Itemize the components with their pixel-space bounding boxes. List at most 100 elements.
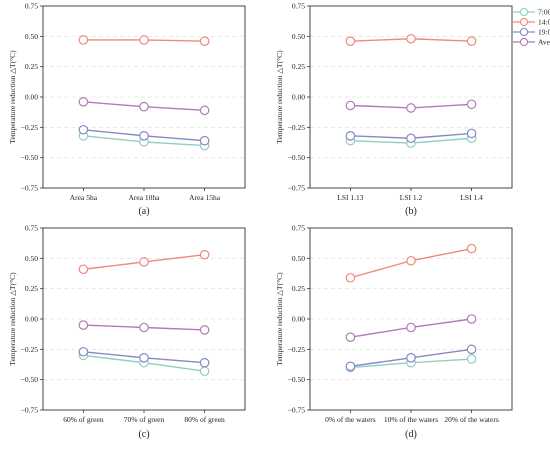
y-tick-label: 0.25 [292, 284, 305, 293]
x-tick-label: 10% of the waters [384, 415, 438, 424]
x-tick-label: LSI 1.2 [400, 193, 423, 202]
data-point [406, 322, 416, 333]
x-tick-label: 80% of green [184, 415, 225, 424]
data-point [78, 346, 89, 357]
data-point [199, 325, 210, 335]
data-point [466, 314, 477, 324]
x-tick-label: 0% of the waters [325, 415, 376, 424]
data-point [199, 249, 210, 260]
data-point [199, 357, 210, 368]
data-point [199, 366, 210, 376]
y-tick-label: 0.00 [292, 93, 305, 102]
data-point [345, 361, 356, 372]
data-point [78, 264, 89, 275]
y-tick-label: 0.75 [292, 224, 305, 233]
x-tick-label: Area 15ha [189, 193, 221, 202]
y-tick-label: −0.25 [21, 345, 39, 354]
data-point [345, 332, 356, 342]
y-tick-label: −0.25 [21, 123, 39, 132]
panel-2: 0.75 0.50 0.25 0.00 −0.25 −0.50 −0.75 LSI 1.13 L… [275, 2, 513, 217]
data-point [78, 97, 89, 107]
panel-4: 0.75 0.50 0.25 0.00 −0.25 −0.50 −0.75 0% of the… [275, 224, 513, 440]
y-tick-label: 0.75 [292, 2, 305, 11]
data-point [406, 33, 416, 44]
legend-entry: 19:00 [538, 28, 550, 37]
data-point [78, 124, 89, 135]
y-axis-label: Temperature reduction △T(°C) [8, 272, 17, 366]
data-point [406, 103, 416, 113]
legend-swatch-marker [519, 37, 529, 47]
data-point [466, 354, 477, 364]
data-point [406, 353, 416, 363]
y-tick-label: −0.25 [288, 345, 306, 354]
legend-entry: 7:00 [538, 8, 550, 17]
data-point [406, 255, 416, 266]
data-point [139, 322, 149, 333]
data-point [139, 35, 149, 45]
panel-label: (c) [138, 429, 149, 440]
data-point [345, 36, 356, 46]
data-point [466, 99, 477, 110]
y-tick-label: 0.50 [25, 32, 38, 41]
panel-label: (b) [405, 206, 417, 217]
x-tick-label: LSI 1.4 [460, 193, 483, 202]
legend-entry: Average [538, 38, 550, 47]
y-tick-label: −0.75 [21, 184, 39, 193]
y-tick-label: −0.75 [21, 406, 39, 415]
y-tick-label: −0.75 [288, 184, 306, 193]
data-point [139, 257, 149, 267]
y-tick-label: 0.25 [25, 284, 38, 293]
y-tick-label: 0.25 [25, 62, 38, 71]
legend-swatch-marker [519, 17, 529, 27]
panel-label: (a) [138, 206, 149, 217]
y-tick-label: 0.00 [292, 315, 305, 324]
y-tick-label: −0.25 [288, 123, 306, 132]
data-point [345, 100, 356, 111]
x-tick-label: Area 10ha [128, 193, 160, 202]
data-point [139, 353, 149, 363]
panel-3: 0.75 0.50 0.25 0.00 −0.25 −0.50 −0.75 60% of gr… [8, 224, 246, 440]
x-tick-label: Area 5ha [70, 193, 98, 202]
y-tick-label: 0.25 [292, 62, 305, 71]
y-tick-label: 0.75 [25, 224, 38, 233]
y-tick-label: 0.75 [25, 2, 38, 11]
data-point [199, 36, 210, 46]
data-point [466, 344, 477, 355]
y-tick-label: −0.75 [288, 406, 306, 415]
x-tick-label: 20% of the waters [444, 415, 498, 424]
data-point [466, 243, 477, 254]
legend-swatch-marker [519, 27, 529, 37]
y-axis-label: Temperature reduction △T(°C) [275, 50, 284, 144]
data-point [199, 105, 210, 116]
data-point [466, 36, 477, 46]
data-point [199, 135, 210, 146]
y-tick-label: −0.50 [288, 375, 306, 384]
y-tick-label: 0.50 [292, 32, 305, 41]
y-tick-label: −0.50 [21, 375, 39, 384]
x-tick-label: 70% of green [124, 415, 165, 424]
y-tick-label: −0.50 [288, 153, 306, 162]
data-point [345, 131, 356, 141]
data-point [406, 133, 416, 144]
data-point [139, 131, 149, 141]
y-axis-label: Temperature reduction △T(°C) [8, 50, 17, 144]
y-axis-label: Temperature reduction △T(°C) [275, 272, 284, 366]
y-tick-label: 0.50 [292, 254, 305, 263]
x-tick-label: LSI 1.13 [337, 193, 364, 202]
data-point [139, 101, 149, 112]
data-point [78, 320, 89, 330]
y-tick-label: −0.50 [21, 153, 39, 162]
y-tick-label: 0.00 [25, 93, 38, 102]
data-point [78, 35, 89, 45]
x-tick-label: 60% of green [63, 415, 104, 424]
data-point [345, 272, 356, 283]
legend-swatch-marker [519, 7, 529, 17]
legend-entry: 14:00 [538, 18, 550, 27]
y-tick-label: 0.50 [25, 254, 38, 263]
panel-label: (d) [405, 429, 417, 440]
data-point [466, 128, 477, 139]
y-tick-label: 0.00 [25, 315, 38, 324]
